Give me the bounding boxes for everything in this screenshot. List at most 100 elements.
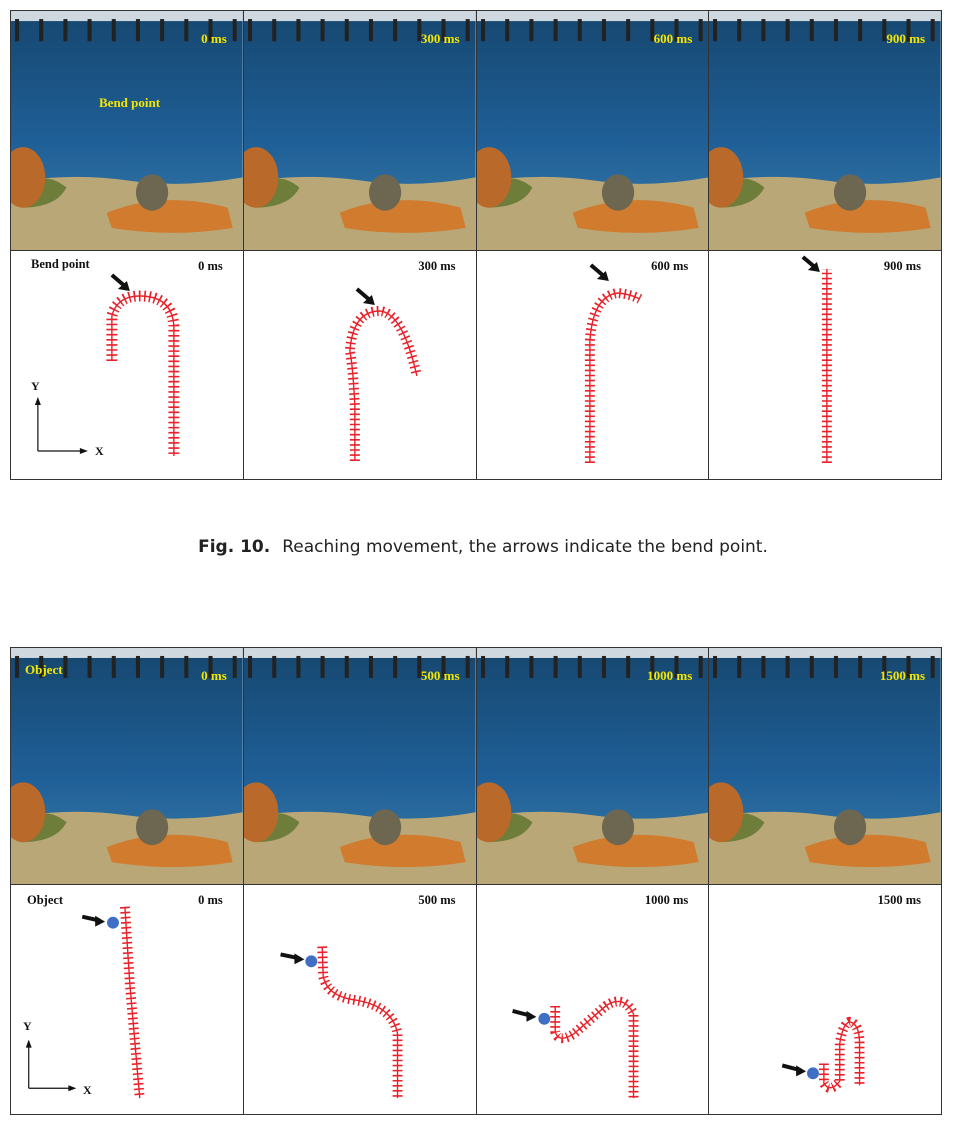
rim-clip xyxy=(785,19,790,42)
arm-outline xyxy=(344,305,422,461)
pot xyxy=(243,782,279,843)
rim-clip xyxy=(810,19,815,42)
x-axis-label: X xyxy=(95,444,104,458)
arm-outline xyxy=(554,1000,634,1099)
rim-clip xyxy=(368,19,373,42)
photo-frame-2: 1000 ms xyxy=(476,648,710,885)
pot xyxy=(243,147,279,208)
rim-clip xyxy=(553,19,558,42)
rock xyxy=(804,200,931,233)
photo-svg xyxy=(709,648,941,884)
object-marker xyxy=(305,955,317,968)
octopus-body xyxy=(368,809,401,846)
rim-clip xyxy=(810,655,815,678)
rim-clip xyxy=(504,19,509,42)
rim-clip xyxy=(649,655,654,678)
arm-diagram-svg xyxy=(584,263,642,463)
tank-rim xyxy=(11,11,243,22)
rim-clip xyxy=(577,19,582,42)
rim-clip xyxy=(441,19,446,42)
arrowhead xyxy=(117,281,130,291)
diagram-frame-0: Object 0 ms Y X xyxy=(11,885,244,1114)
tank-rim xyxy=(709,648,941,658)
rim-clip xyxy=(344,655,349,678)
y-axis-label: Y xyxy=(23,1019,32,1033)
rim-clip xyxy=(882,19,887,42)
rim-clip xyxy=(601,19,606,42)
photo-svg xyxy=(476,648,709,884)
rim-clip xyxy=(344,19,349,42)
rim-clip xyxy=(271,655,276,678)
arm-outline xyxy=(588,292,640,463)
photo-svg xyxy=(11,648,243,884)
arm-outline xyxy=(106,290,180,456)
photo-time-label: 0 ms xyxy=(201,31,227,46)
rim-clip xyxy=(930,19,935,42)
tank-rim xyxy=(476,11,709,22)
tank-rim xyxy=(476,648,709,658)
diagram-frame-0: Bend point 0 ms Y X xyxy=(11,251,244,479)
arm-diagram-svg xyxy=(25,906,145,1099)
rim-clip xyxy=(480,655,485,678)
photo-frame-3: 900 ms xyxy=(709,11,941,251)
diagram-frame-3: 900 ms xyxy=(709,251,941,479)
arrowhead xyxy=(25,1039,32,1048)
arm-outline xyxy=(111,295,175,456)
photo-svg xyxy=(476,11,709,250)
arm-outline xyxy=(124,906,141,1099)
rock xyxy=(106,200,233,233)
diagram-frame-3: 1500 ms xyxy=(709,885,941,1114)
rim-clip xyxy=(441,655,446,678)
object-label: Object xyxy=(25,662,63,677)
rim-clip xyxy=(417,19,422,42)
rim-clip xyxy=(737,655,742,678)
diagram-time-label: 600 ms xyxy=(651,259,689,273)
rock xyxy=(804,834,931,868)
arrowhead xyxy=(362,295,375,305)
rim-clip xyxy=(232,19,237,42)
photo-frame-1: 300 ms xyxy=(243,11,477,251)
rim-clip xyxy=(271,19,276,42)
arm-diagram-svg xyxy=(511,996,638,1099)
rim-clip xyxy=(208,19,213,42)
rim-clip xyxy=(504,655,509,678)
rim-clip xyxy=(87,655,92,678)
photo-time-label: 500 ms xyxy=(420,668,460,683)
rim-clip xyxy=(906,19,911,42)
photo-frame-0: Object 0 ms xyxy=(11,648,244,885)
rock xyxy=(572,200,699,233)
rim-clip xyxy=(63,655,68,678)
octopus-body xyxy=(834,809,867,846)
rock xyxy=(572,834,699,868)
tank-rim xyxy=(11,648,243,658)
rim-clip xyxy=(713,655,718,678)
rim-clip xyxy=(834,19,839,42)
pot xyxy=(709,147,744,208)
arm-outline xyxy=(348,310,418,461)
rim-clip xyxy=(625,19,630,42)
arrowhead xyxy=(596,271,609,281)
rim-clip xyxy=(601,655,606,678)
octopus-body xyxy=(601,809,634,846)
rim-clip xyxy=(87,19,92,42)
photo-svg xyxy=(11,11,243,250)
rim-clip xyxy=(184,19,189,42)
photo-frame-3: 1500 ms xyxy=(709,648,941,885)
diagram-row: Bend point 0 ms Y X 300 ms 600 ms xyxy=(11,251,941,479)
arm-diagram-svg xyxy=(781,1016,865,1093)
rim-clip xyxy=(528,655,533,678)
arm-outline xyxy=(823,1021,861,1089)
diagram-frame-2: 1000 ms xyxy=(477,885,710,1114)
rim-clip xyxy=(15,19,20,42)
object-marker xyxy=(807,1067,820,1080)
diagram-time-label: 1000 ms xyxy=(644,893,689,907)
tank-rim xyxy=(243,11,476,22)
diagram-frame-1: 500 ms xyxy=(244,885,477,1114)
tank-rim xyxy=(709,11,941,22)
rock xyxy=(106,834,233,868)
pot xyxy=(11,147,46,208)
arrowhead xyxy=(294,953,305,965)
rim-clip xyxy=(649,19,654,42)
arm-diagram-svg xyxy=(344,287,422,461)
rim-clip xyxy=(761,655,766,678)
